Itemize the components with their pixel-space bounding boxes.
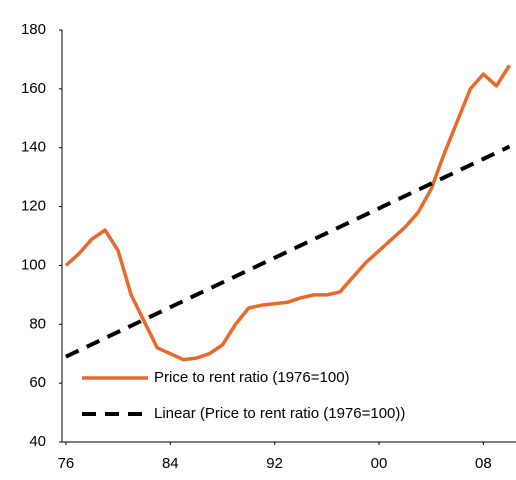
y-tick-label: 60 — [29, 374, 46, 391]
series-line — [64, 64, 511, 362]
x-tick-label: 92 — [266, 455, 283, 472]
y-tick-label: 140 — [21, 139, 46, 156]
y-tick-label: 80 — [29, 315, 46, 332]
x-tick-label: 84 — [162, 455, 179, 472]
legend-label: Price to rent ratio (1976=100) — [154, 369, 350, 386]
y-tick-label: 100 — [21, 256, 46, 273]
y-tick-label: 160 — [21, 80, 46, 97]
y-tick-label: 40 — [29, 433, 46, 450]
y-tick-label: 180 — [21, 21, 46, 38]
legend-label: Linear (Price to rent ratio (1976=100)) — [154, 405, 405, 422]
y-tick-label: 120 — [21, 198, 46, 215]
x-tick-label: 00 — [371, 455, 388, 472]
x-tick-label: 76 — [58, 455, 75, 472]
series-line — [65, 144, 511, 359]
x-tick-label: 08 — [475, 455, 492, 472]
